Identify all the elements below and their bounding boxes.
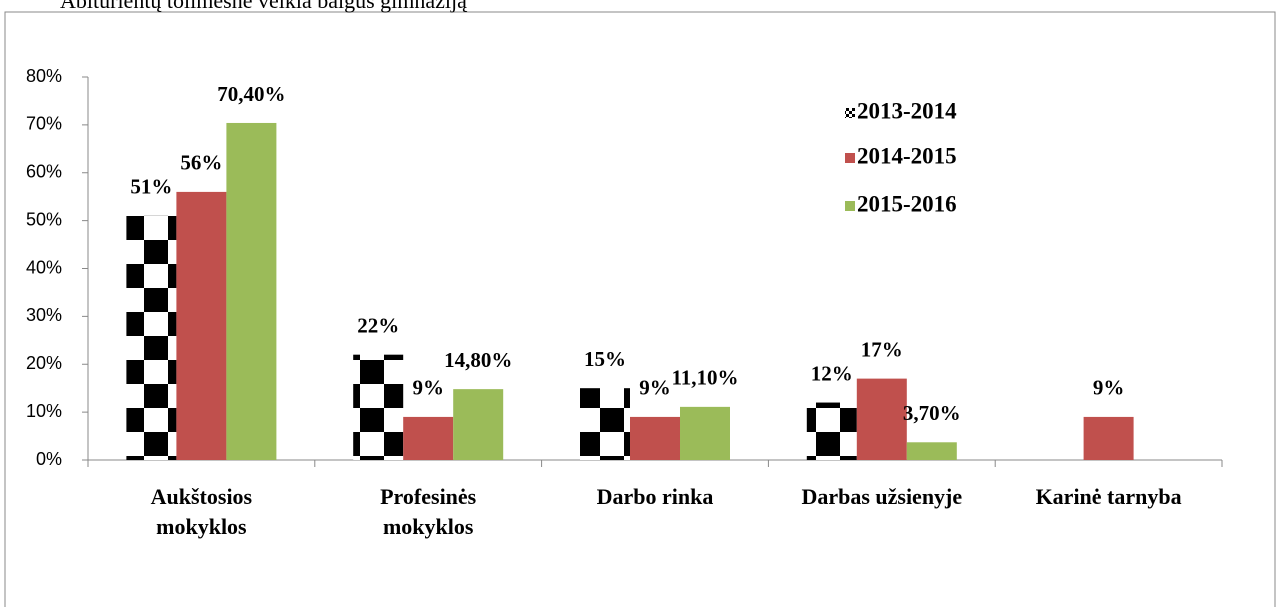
legend-swatch [845, 153, 855, 163]
legend-swatch [845, 108, 855, 118]
bar [353, 354, 404, 460]
bar [226, 122, 277, 461]
y-tick-label: 20% [26, 353, 62, 373]
x-tick-label: Darbas užsienyje [801, 484, 963, 509]
data-label: 15% [584, 347, 626, 371]
bar [126, 215, 177, 460]
bar [453, 389, 504, 460]
bar [806, 402, 857, 460]
data-label: 3,70% [903, 401, 961, 425]
chart-title: Abiturientų tolimesnė veikla baigus gimn… [60, 0, 467, 13]
legend-label: 2014-2015 [857, 143, 957, 168]
legend-label: 2015-2016 [857, 191, 957, 216]
chart-frame [4, 11, 1276, 607]
bar [580, 388, 630, 460]
data-label: 12% [811, 361, 853, 385]
x-tick-label: Darbo rinka [596, 484, 714, 509]
bar [680, 406, 730, 460]
y-tick-label: 80% [26, 66, 62, 86]
y-tick-label: 50% [26, 209, 62, 229]
y-tick-label: 10% [26, 401, 62, 421]
bar [630, 416, 680, 460]
y-tick-label: 30% [26, 305, 62, 325]
y-tick-label: 70% [26, 114, 62, 134]
legend-label: 2013-2014 [857, 98, 957, 123]
y-tick-label: 40% [26, 257, 62, 277]
x-tick-label: Karinė tarnyba [1035, 484, 1182, 509]
bar [176, 191, 227, 460]
data-label: 14,80% [444, 348, 512, 372]
legend-swatch [845, 201, 855, 211]
bar [906, 442, 957, 460]
y-tick-label: 0% [36, 449, 62, 469]
x-tick-label: Profesinės mokyklos [380, 484, 477, 539]
data-label: 70,40% [217, 82, 285, 106]
data-label: 22% [357, 313, 399, 337]
data-label: 51% [130, 175, 172, 199]
y-tick-label: 60% [26, 162, 62, 182]
data-label: 9% [412, 376, 444, 400]
bar [856, 378, 907, 460]
data-label: 9% [1093, 376, 1125, 400]
data-label: 17% [861, 337, 903, 361]
data-label: 11,10% [671, 366, 738, 390]
bar [403, 416, 454, 460]
data-label: 9% [639, 376, 671, 400]
bar [1083, 416, 1134, 460]
x-tick-label: Aukštosios mokyklos [150, 484, 253, 539]
data-label: 56% [180, 151, 222, 175]
